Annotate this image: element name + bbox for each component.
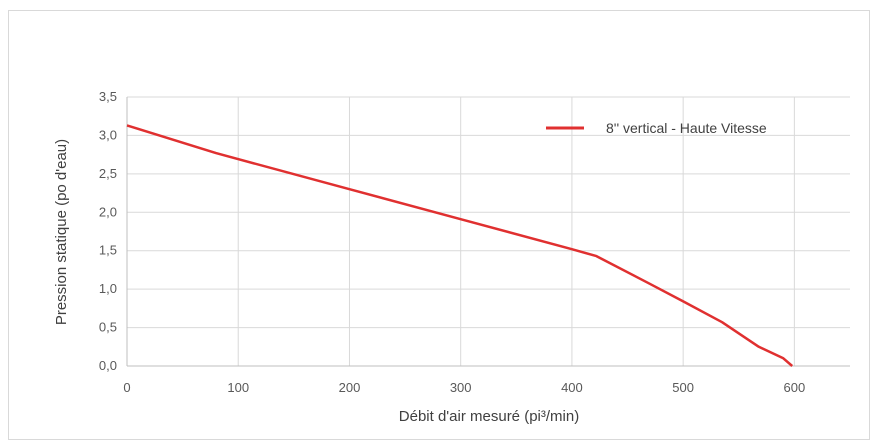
x-tick-label: 0 <box>123 380 130 395</box>
x-tick-label: 100 <box>227 380 249 395</box>
y-tick-label: 1,0 <box>99 281 117 296</box>
axes <box>126 97 850 367</box>
x-axis-title: Débit d'air mesuré (pi³/min) <box>399 408 579 425</box>
x-tick-label: 200 <box>339 380 361 395</box>
x-tick-label: 300 <box>450 380 472 395</box>
series-lines <box>126 124 794 367</box>
y-axis-title: Pression statique (po d'eau) <box>53 139 70 325</box>
y-tick-labels: 0,0 0,5 1,0 1,5 2,0 2,5 3,0 3,5 <box>99 89 117 373</box>
y-tick-label: 2,0 <box>99 204 117 219</box>
y-tick-label: 1,5 <box>99 243 117 258</box>
x-tick-label: 600 <box>784 380 806 395</box>
chart-frame <box>8 10 870 440</box>
x-tick-label: 400 <box>561 380 583 395</box>
y-tick-label: 3,5 <box>99 89 117 104</box>
y-tick-label: 0,5 <box>99 320 117 335</box>
legend: 8'' vertical - Haute Vitesse <box>546 120 767 136</box>
x-tick-label: 500 <box>672 380 694 395</box>
legend-label-8-vertical-haute-vitesse: 8'' vertical - Haute Vitesse <box>606 120 767 136</box>
y-tick-label: 3,0 <box>99 127 117 142</box>
y-tick-label: 2,5 <box>99 166 117 181</box>
y-tick-label: 0,0 <box>99 358 117 373</box>
gridlines <box>127 96 850 366</box>
series-line-8-vertical-haute-vitesse <box>126 124 794 367</box>
x-tick-labels: 0 100 200 300 400 500 600 <box>123 380 805 395</box>
